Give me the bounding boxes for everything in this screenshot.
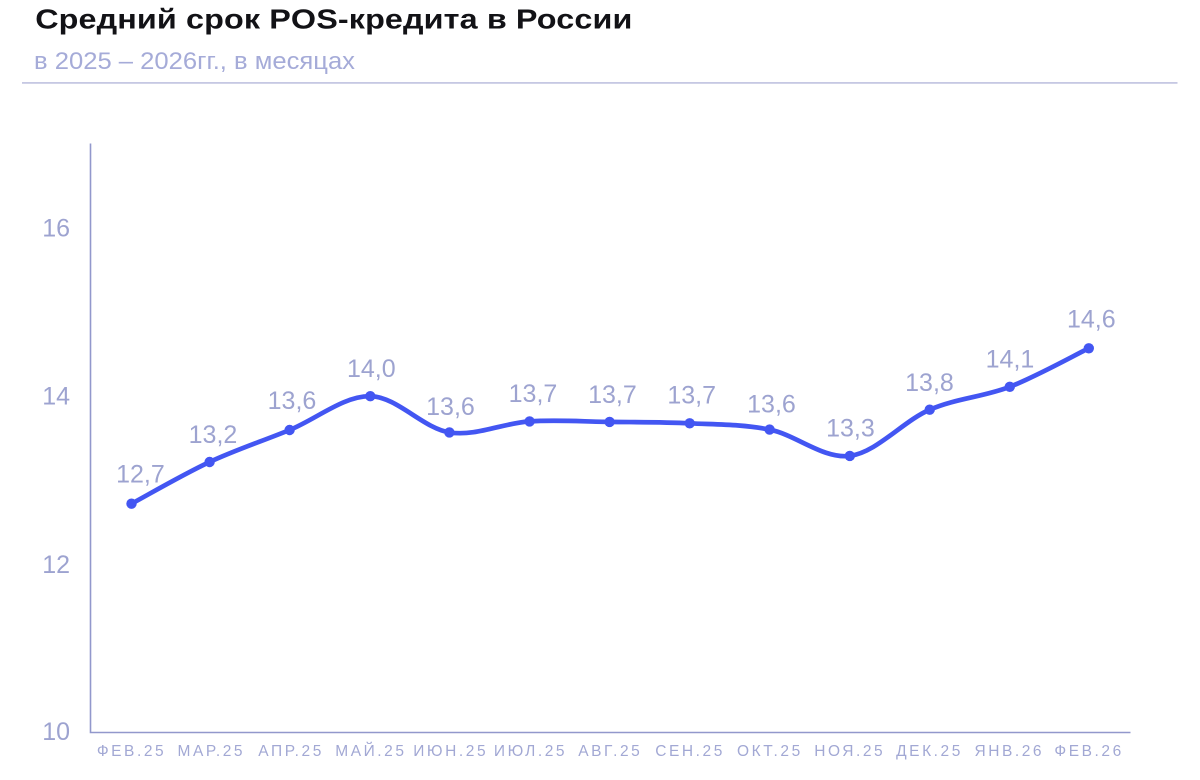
svg-text:16: 16 — [42, 215, 70, 243]
svg-text:в 2025 – 2026гг., в месяцах: в 2025 – 2026гг., в месяцах — [34, 48, 355, 75]
svg-text:14: 14 — [42, 382, 70, 410]
svg-text:10: 10 — [42, 718, 70, 746]
svg-text:13,7: 13,7 — [588, 381, 637, 409]
svg-text:13,2: 13,2 — [189, 421, 238, 449]
svg-text:ДЕК.25: ДЕК.25 — [896, 743, 963, 760]
svg-text:ИЮН.25: ИЮН.25 — [413, 743, 488, 760]
svg-text:ФЕВ.26: ФЕВ.26 — [1054, 743, 1123, 760]
svg-text:14,6: 14,6 — [1067, 306, 1116, 334]
svg-text:14,1: 14,1 — [986, 346, 1035, 374]
svg-text:НОЯ.25: НОЯ.25 — [814, 743, 885, 760]
svg-text:12,7: 12,7 — [116, 461, 165, 489]
svg-text:АВГ.25: АВГ.25 — [578, 743, 642, 760]
svg-text:13,7: 13,7 — [509, 380, 558, 408]
svg-text:АПР.25: АПР.25 — [258, 743, 324, 760]
svg-text:13,6: 13,6 — [426, 393, 475, 421]
svg-text:ИЮЛ.25: ИЮЛ.25 — [494, 743, 567, 760]
svg-text:МАЙ.25: МАЙ.25 — [335, 742, 406, 760]
svg-text:13,6: 13,6 — [747, 391, 796, 419]
svg-text:СЕН.25: СЕН.25 — [655, 743, 725, 760]
svg-text:Средний срок POS-кредита в Рос: Средний срок POS-кредита в России — [35, 5, 632, 36]
svg-text:13,8: 13,8 — [905, 369, 954, 397]
svg-text:13,7: 13,7 — [667, 382, 716, 410]
svg-text:12: 12 — [42, 551, 70, 579]
svg-text:ФЕВ.25: ФЕВ.25 — [97, 743, 166, 760]
svg-text:14,0: 14,0 — [347, 355, 396, 383]
svg-text:ЯНВ.26: ЯНВ.26 — [974, 743, 1044, 760]
svg-text:13,3: 13,3 — [826, 415, 875, 443]
svg-text:ОКТ.25: ОКТ.25 — [737, 743, 803, 760]
svg-text:13,6: 13,6 — [268, 387, 317, 415]
svg-text:МАР.25: МАР.25 — [178, 743, 246, 760]
